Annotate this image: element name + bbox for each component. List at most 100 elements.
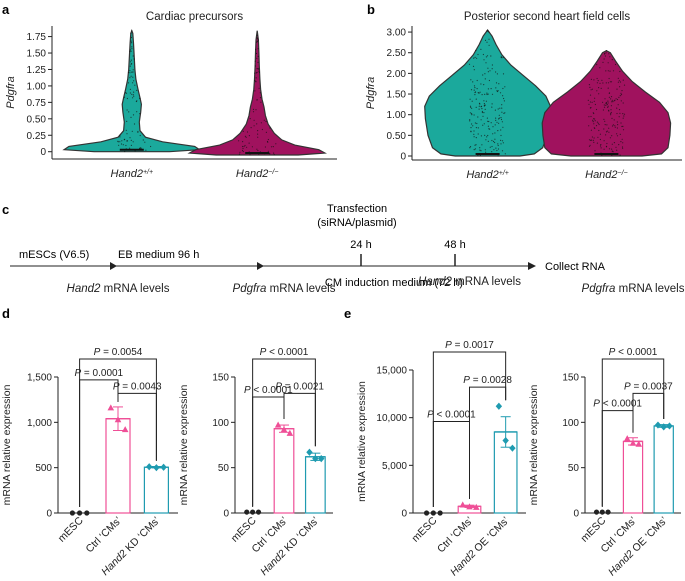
cell-dot [497, 90, 499, 92]
cell-dot [473, 57, 475, 59]
cell-dot [614, 99, 616, 101]
cell-dot [495, 117, 497, 119]
cell-dot [481, 111, 483, 114]
cell-dot [608, 53, 610, 55]
data-point [423, 510, 430, 516]
cell-dot [502, 87, 504, 90]
cell-dot [485, 139, 487, 141]
violin-wildtype [424, 28, 552, 157]
significance-bracket [252, 396, 285, 507]
cell-dot [479, 147, 481, 149]
cell-dot [500, 129, 502, 131]
cell-dot [129, 70, 131, 72]
chart-title: Hand2 mRNA levels [67, 283, 170, 295]
y-tick-label: 1.75 [27, 32, 47, 43]
y-tick-label: 10,000 [376, 413, 407, 424]
cell-dot [593, 79, 595, 81]
cell-dot [132, 55, 134, 57]
y-tick-label: 0 [401, 509, 407, 520]
cell-dot [598, 129, 600, 132]
cell-dot [129, 137, 131, 139]
chart-title: Cardiac precursors [146, 11, 243, 23]
cell-dot [590, 139, 592, 141]
cell-dot [588, 116, 590, 118]
cell-dot [488, 128, 490, 130]
cell-dot [129, 88, 131, 90]
cell-dot [487, 88, 489, 90]
cell-dot [608, 77, 610, 80]
cell-dot [622, 117, 624, 119]
cell-dot [592, 119, 594, 121]
y-tick-label: 100 [562, 418, 579, 429]
cell-dot [621, 146, 624, 148]
cell-dot [256, 148, 258, 150]
bar [304, 456, 326, 514]
cell-dot [480, 150, 482, 152]
cell-dot [132, 141, 134, 143]
cell-dot [489, 146, 491, 148]
p-value-label: P < 0.0001 [609, 347, 658, 358]
bar [105, 418, 131, 514]
cell-dot [497, 130, 499, 132]
cell-dot [598, 87, 600, 89]
cell-dot [477, 127, 479, 129]
cell-dot [589, 86, 591, 88]
cell-dot [617, 124, 619, 126]
y-tick-label: 2.50 [387, 48, 407, 59]
x-category-label: Hand2 KD ‘CMs’ [258, 515, 321, 578]
cell-dot [592, 121, 594, 123]
cell-dot [474, 91, 476, 94]
y-axis-label: mRNA relative expression [356, 381, 368, 502]
cell-dot [256, 57, 258, 59]
cell-dot [491, 64, 493, 66]
data-point [635, 440, 643, 447]
cell-dot [597, 136, 599, 138]
cell-dot [245, 136, 247, 138]
cell-dot [472, 81, 474, 83]
cell-dot [275, 143, 277, 145]
data-point [107, 404, 115, 411]
p-value-label: P = 0.0017 [445, 340, 494, 351]
data-point [255, 509, 262, 515]
cell-dot [491, 68, 493, 70]
bar-panel-d-hand2: 0 500 1,000 1,500 mRNA relative expression Ha… [1, 283, 178, 578]
cell-dot [469, 105, 472, 107]
cell-dot [605, 50, 608, 52]
cell-dot [258, 70, 260, 72]
cell-dot [590, 78, 593, 80]
p-value-label: P = 0.0028 [463, 375, 512, 386]
x-category-label: mESC [56, 514, 86, 544]
cell-dot [132, 76, 134, 78]
cell-dot [596, 121, 599, 123]
cell-dot [502, 95, 504, 97]
cell-dot [610, 114, 612, 116]
cell-dot [607, 62, 609, 64]
cell-dot [502, 142, 504, 144]
cell-dot [119, 134, 121, 136]
cell-dot [485, 151, 487, 153]
cell-dot [609, 70, 611, 72]
cell-dot [502, 56, 504, 58]
cell-dot [611, 148, 613, 150]
cell-dot [129, 65, 131, 67]
cell-dot [593, 123, 595, 125]
marker-24h: 24 h [350, 239, 371, 251]
cell-dot [468, 63, 471, 65]
cell-dot [607, 100, 609, 102]
cell-dot [603, 58, 605, 60]
bar-panel-e-hand2: 0 5,000 10,000 15,000 mRNA relative expressi… [356, 276, 526, 578]
cell-dot [256, 123, 258, 125]
cell-dot [602, 61, 604, 64]
bar [622, 440, 644, 514]
cell-dot [242, 130, 244, 132]
cell-dot [270, 146, 273, 148]
cell-dot [594, 120, 596, 122]
cell-dot [594, 127, 596, 129]
cell-dot [122, 144, 124, 146]
cell-dot [259, 92, 261, 94]
cell-dot [133, 123, 136, 125]
cell-dot [273, 154, 275, 156]
cell-dot [255, 77, 257, 79]
cell-dot [470, 131, 472, 133]
cell-dot [481, 144, 483, 146]
